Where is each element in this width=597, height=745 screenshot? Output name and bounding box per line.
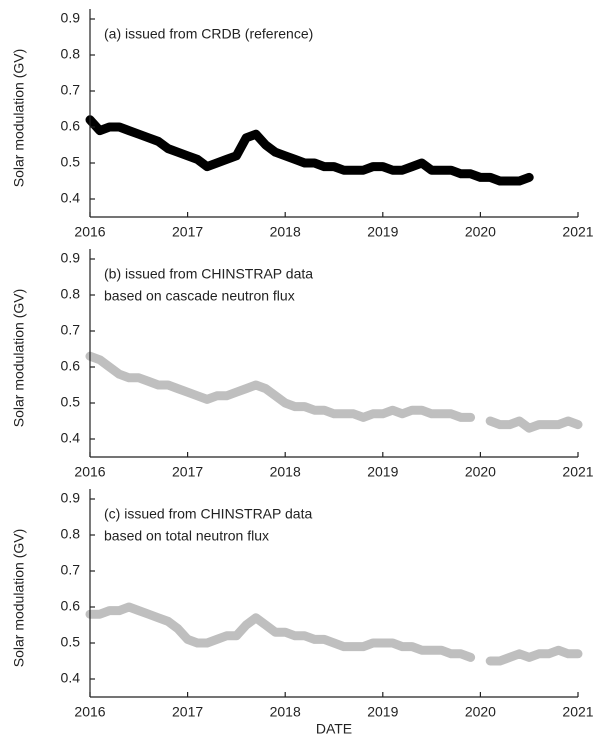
x-tick-label: 2017	[172, 464, 203, 480]
x-tick-label: 2020	[465, 224, 496, 240]
x-tick-label: 2021	[562, 704, 593, 720]
x-tick-label: 2021	[562, 224, 593, 240]
x-tick-label: 2019	[367, 224, 398, 240]
x-tick-label: 2020	[465, 704, 496, 720]
y-tick-label: 0.8	[61, 46, 81, 62]
data-line	[85, 115, 534, 186]
y-tick-label: 0.8	[61, 526, 81, 542]
y-tick-label: 0.4	[61, 190, 81, 206]
panel-title: (b) issued from CHINSTRAP data	[104, 266, 313, 282]
y-tick-label: 0.5	[61, 634, 81, 650]
y-tick-label: 0.8	[61, 286, 81, 302]
panel-title: (c) issued from CHINSTRAP data	[104, 506, 312, 522]
x-tick-label: 2017	[172, 704, 203, 720]
x-tick-label: 2016	[74, 704, 105, 720]
x-tick-label: 2021	[562, 464, 593, 480]
panel-subtitle: based on total neutron flux	[104, 528, 269, 544]
y-axis-label: Solar modulation (GV)	[11, 529, 27, 668]
y-axis-label: Solar modulation (GV)	[11, 289, 27, 428]
x-tick-label: 2018	[270, 224, 301, 240]
x-tick-label: 2019	[367, 464, 398, 480]
x-tick-label: 2019	[367, 704, 398, 720]
y-tick-label: 0.5	[61, 394, 81, 410]
y-tick-label: 0.6	[61, 598, 81, 614]
x-tick-label: 2016	[74, 464, 105, 480]
y-tick-label: 0.7	[61, 322, 81, 338]
x-tick-label: 2018	[270, 464, 301, 480]
panel-subtitle: based on cascade neutron flux	[104, 288, 295, 304]
y-tick-label: 0.4	[61, 670, 81, 686]
data-line	[85, 602, 583, 666]
y-tick-label: 0.5	[61, 154, 81, 170]
x-axis-label: DATE	[316, 721, 352, 737]
y-tick-label: 0.4	[61, 430, 81, 446]
y-tick-label: 0.7	[61, 82, 81, 98]
y-tick-label: 0.9	[61, 250, 81, 266]
panel-title: (a) issued from CRDB (reference)	[104, 26, 313, 42]
y-tick-label: 0.9	[61, 490, 81, 506]
y-axis-label: Solar modulation (GV)	[11, 49, 27, 188]
x-tick-label: 2016	[74, 224, 105, 240]
data-line	[85, 351, 583, 433]
y-tick-label: 0.7	[61, 562, 81, 578]
x-tick-label: 2017	[172, 224, 203, 240]
y-tick-label: 0.6	[61, 358, 81, 374]
x-tick-label: 2018	[270, 704, 301, 720]
x-tick-label: 2020	[465, 464, 496, 480]
y-tick-label: 0.9	[61, 10, 81, 26]
y-tick-label: 0.6	[61, 118, 81, 134]
